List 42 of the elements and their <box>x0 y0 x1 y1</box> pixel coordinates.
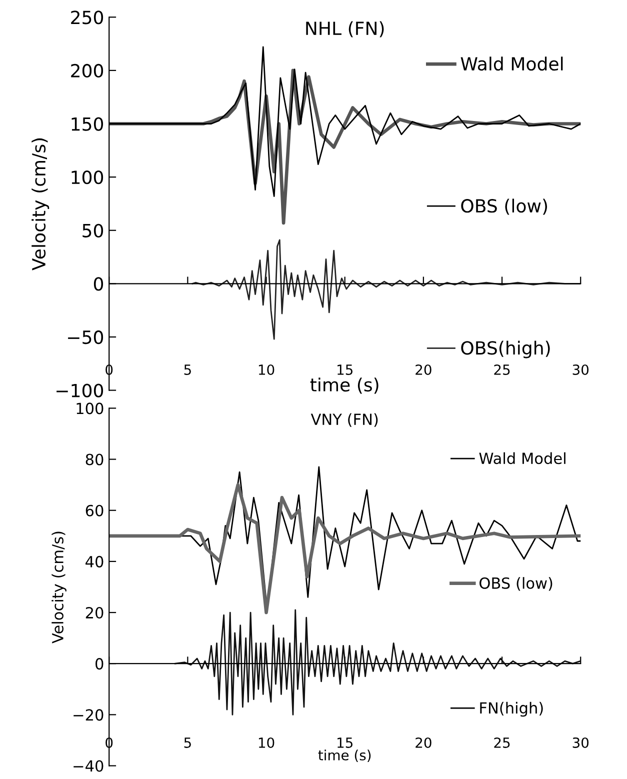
y-tick-label: 100 <box>76 402 104 414</box>
x-tick-label: 20 <box>416 737 432 748</box>
x-tick-label: 30 <box>572 737 589 748</box>
y-tick-label: 60 <box>86 504 104 516</box>
y-tick-label: 80 <box>86 454 104 466</box>
y-tick-label: 200 <box>71 64 104 78</box>
x-tick-label: 20 <box>416 364 432 375</box>
line-series <box>192 239 581 340</box>
chart-title: NHL (FN) <box>306 21 384 38</box>
y-tick-label: 40 <box>86 556 104 568</box>
y-tick-label: −100 <box>56 384 104 398</box>
x-tick-label: 5 <box>184 364 191 375</box>
legend-label: Wald Model <box>479 452 566 464</box>
y-tick-label: 100 <box>72 170 104 184</box>
line-series <box>174 609 581 716</box>
x-tick-label: 25 <box>494 737 510 748</box>
legend-label: OBS (low) <box>461 198 548 215</box>
x-tick-label: 15 <box>338 738 352 748</box>
x-tick-label: 10 <box>258 737 274 748</box>
x-tick-label: 10 <box>258 364 274 375</box>
y-tick-label: 0 <box>94 277 104 291</box>
x-tick-label: 30 <box>572 364 589 375</box>
y-tick-label: 50 <box>82 224 104 238</box>
x-tick-label: 25 <box>494 364 510 375</box>
legend-label: Wald Model <box>460 56 563 71</box>
x-axis-title: time (s) <box>318 750 371 762</box>
y-tick-label: 250 <box>71 10 104 24</box>
chart-title: VNY (FN) <box>310 413 378 427</box>
y-axis-title: Velocity (cm/s) <box>32 138 50 270</box>
y-tick-label: −40 <box>74 760 104 772</box>
y-tick-label: −20 <box>74 709 104 721</box>
x-tick-label: 15 <box>338 364 352 375</box>
legend-label: FN(high) <box>480 702 543 717</box>
legend-label: OBS (low) <box>480 577 552 591</box>
y-tick-label: −50 <box>68 330 104 344</box>
legend-label: OBS(high) <box>461 340 550 358</box>
y-tick-label: 0 <box>96 658 104 670</box>
y-axis-title: Velocity (cm/s) <box>52 532 66 644</box>
x-tick-label: 5 <box>184 738 191 748</box>
x-axis-title: time (s) <box>310 378 378 394</box>
y-tick-label: 20 <box>86 606 104 619</box>
y-tick-label: 150 <box>72 117 104 131</box>
